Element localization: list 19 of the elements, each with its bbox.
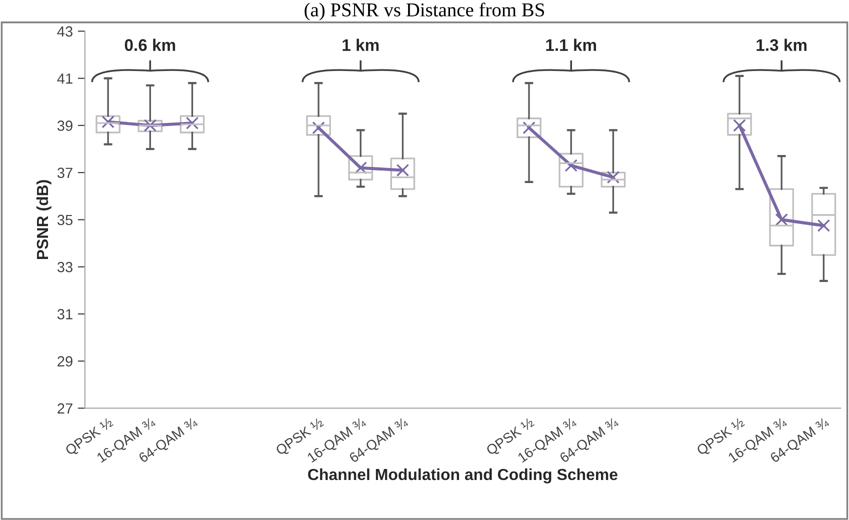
y-tick-label: 37 <box>57 168 72 178</box>
y-tick-label: 29 <box>58 356 72 367</box>
y-tick-label: 27 <box>58 403 72 414</box>
y-tick-label: 31 <box>57 309 72 320</box>
annotation: 0.6 km <box>124 38 176 51</box>
annotation: 1.1 km <box>546 38 596 51</box>
y-tick-label: 39 <box>57 120 72 131</box>
x-axis-title: Channel Modulation and Coding Scheme <box>308 468 618 484</box>
annotation: 1 km <box>342 38 379 51</box>
y-tick-label: 41 <box>57 74 72 84</box>
point <box>817 219 830 232</box>
annotation: 1.3 km <box>756 38 806 52</box>
y-axis-title: PSNR (dB) <box>36 180 52 260</box>
y-tick-label: 35 <box>57 214 72 226</box>
chart-title: (a) PSNR vs Distance from BS <box>304 2 544 20</box>
y-tick-label: 33 <box>57 262 72 272</box>
y-tick-label: 43 <box>57 26 72 37</box>
point <box>144 119 157 132</box>
point <box>775 213 788 226</box>
